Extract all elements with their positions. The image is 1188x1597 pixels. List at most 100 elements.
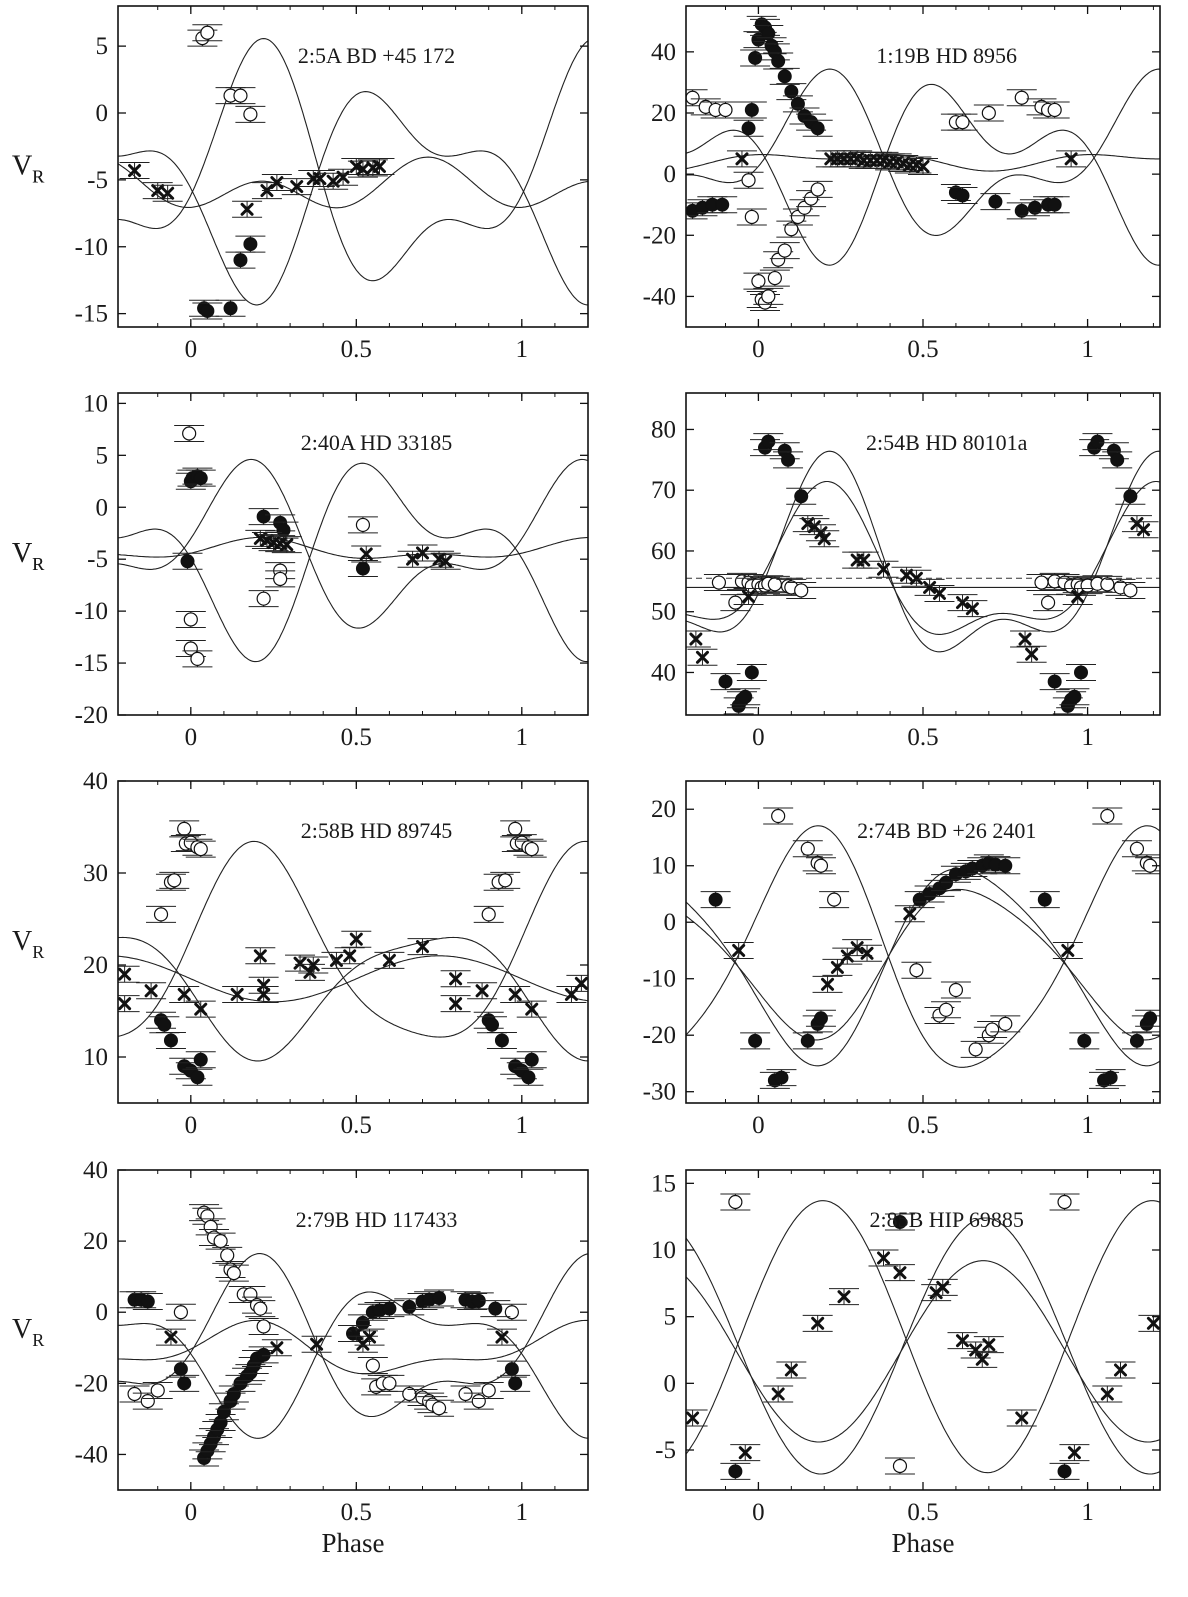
- filled-circle-point: [347, 560, 378, 578]
- y-tick-label: 80: [651, 416, 676, 443]
- open-circle-point: [733, 171, 764, 189]
- cross-point: [222, 985, 253, 1003]
- model-curve-2: [118, 91, 588, 306]
- cross-point: [967, 1350, 998, 1368]
- panel-title: 1:19B HD 8956: [876, 43, 1017, 68]
- y-tick-label: 40: [651, 659, 676, 686]
- plot-frame: [117, 5, 589, 328]
- filled-circle-point: [753, 25, 784, 43]
- filled-circle-point: [516, 1051, 547, 1069]
- open-circle-point: [1049, 1193, 1080, 1211]
- model-curves: [686, 1200, 1160, 1475]
- filled-circle-point: [268, 521, 299, 539]
- open-circle-point: [759, 269, 790, 287]
- panel-title: 2:40A HD 33185: [301, 430, 453, 455]
- cross-point: [1092, 1385, 1123, 1403]
- filled-circle-point: [740, 49, 771, 67]
- cross-point: [407, 544, 438, 562]
- y-tick-label: 5: [96, 442, 109, 469]
- model-curve-3: [118, 955, 588, 1003]
- x-tick-label: 0: [752, 336, 765, 363]
- open-circle-point: [490, 871, 521, 889]
- filled-circle-point: [155, 1031, 186, 1049]
- cross-point: [957, 600, 988, 618]
- panel-2: 0 0.5 1 40 20 0 -20 -40 1:19B HD 8956 VR: [12, 5, 1161, 363]
- model-curve-3: [118, 1319, 588, 1375]
- cross-point: [341, 1325, 372, 1343]
- panel-3: 0 0.5 1 10 5 0 -5 -10 -15 -20 2:40A HD 33185 VR: [12, 390, 589, 751]
- cross-point: [152, 184, 183, 202]
- model-curve-1: [686, 68, 1160, 236]
- filled-circle-point: [1039, 196, 1070, 214]
- cross-point: [829, 1288, 859, 1306]
- open-circle-point: [175, 610, 206, 628]
- cross-point: [1010, 630, 1041, 648]
- panel-title: 2:58B HD 89745: [301, 818, 453, 843]
- x-axis-label: Phase: [322, 1528, 385, 1558]
- model-curve-1: [118, 38, 588, 282]
- filled-circle-point: [215, 299, 246, 317]
- open-circle-point: [182, 650, 213, 668]
- x-tick-label: 1: [516, 336, 529, 363]
- y-tick-label: 0: [664, 1370, 677, 1397]
- filled-circle-point: [730, 688, 761, 706]
- x-axis-label: Phase: [892, 1528, 955, 1558]
- filled-circle-point: [766, 1069, 797, 1087]
- panel-title: 2:74B BD +26 2401: [857, 818, 1036, 843]
- filled-circle-point: [500, 1374, 531, 1392]
- cross-point: [822, 958, 853, 976]
- x-tick-label: 0: [185, 336, 198, 363]
- open-circle-point: [884, 1457, 915, 1475]
- filled-circle-point: [1066, 663, 1096, 681]
- cross-point: [261, 174, 292, 192]
- cross-point: [726, 150, 757, 168]
- cross-point: [1128, 521, 1159, 539]
- x-tick-label: 0: [752, 724, 765, 751]
- x-tick-label: 0.5: [341, 724, 372, 751]
- open-circle-point: [516, 840, 547, 858]
- cross-point: [1006, 1409, 1037, 1427]
- panel-5: 0 0.5 1 40 30 20 10 2:58B HD 89745 VR: [12, 768, 589, 1139]
- filled-circle-point: [248, 1346, 279, 1364]
- filled-circle-point: [132, 1293, 163, 1311]
- y-axis-label: VR: [12, 538, 44, 574]
- cross-point: [723, 941, 754, 959]
- open-circle-point: [720, 594, 751, 612]
- y-tick-label: -5: [87, 546, 108, 573]
- cross-point: [232, 200, 263, 218]
- model-curves: [118, 458, 588, 663]
- open-circle-point: [357, 1357, 388, 1375]
- y-tick-label: 0: [96, 1299, 109, 1326]
- filled-circle-point: [980, 193, 1011, 211]
- cross-point: [566, 974, 588, 992]
- cross-point: [142, 182, 173, 200]
- filled-circle-point: [463, 1292, 494, 1310]
- cross-point: [868, 151, 899, 169]
- y-tick-label: 40: [651, 39, 676, 66]
- open-circle-point: [710, 101, 741, 119]
- y-tick-label: 0: [96, 100, 109, 127]
- x-tick-label: 0.5: [907, 1499, 938, 1526]
- filled-circle-point: [225, 251, 256, 269]
- cross-point: [486, 1328, 517, 1346]
- cross-point: [500, 985, 531, 1003]
- filled-circle-point: [782, 95, 813, 113]
- cross-point: [374, 951, 405, 969]
- x-tick-label: 1: [516, 1112, 529, 1139]
- model-curve-1: [118, 462, 588, 663]
- filled-circle-point: [740, 1032, 771, 1050]
- cross-point: [973, 1336, 1004, 1354]
- filled-circle-point: [1115, 487, 1146, 505]
- cross-point: [185, 1000, 216, 1018]
- x-tick-label: 0.5: [907, 1112, 938, 1139]
- open-circle-point: [218, 1264, 249, 1282]
- y-tick-label: -5: [87, 167, 108, 194]
- open-circle-point: [1121, 840, 1152, 858]
- filled-circle-point: [720, 1462, 751, 1480]
- filled-circle-point: [496, 1360, 527, 1378]
- filled-circle-point: [1006, 202, 1037, 220]
- open-circle-point: [473, 1381, 504, 1399]
- filled-circle-point: [1121, 1032, 1152, 1050]
- model-curve-1: [686, 825, 1160, 1068]
- filled-circle-point: [169, 1374, 200, 1392]
